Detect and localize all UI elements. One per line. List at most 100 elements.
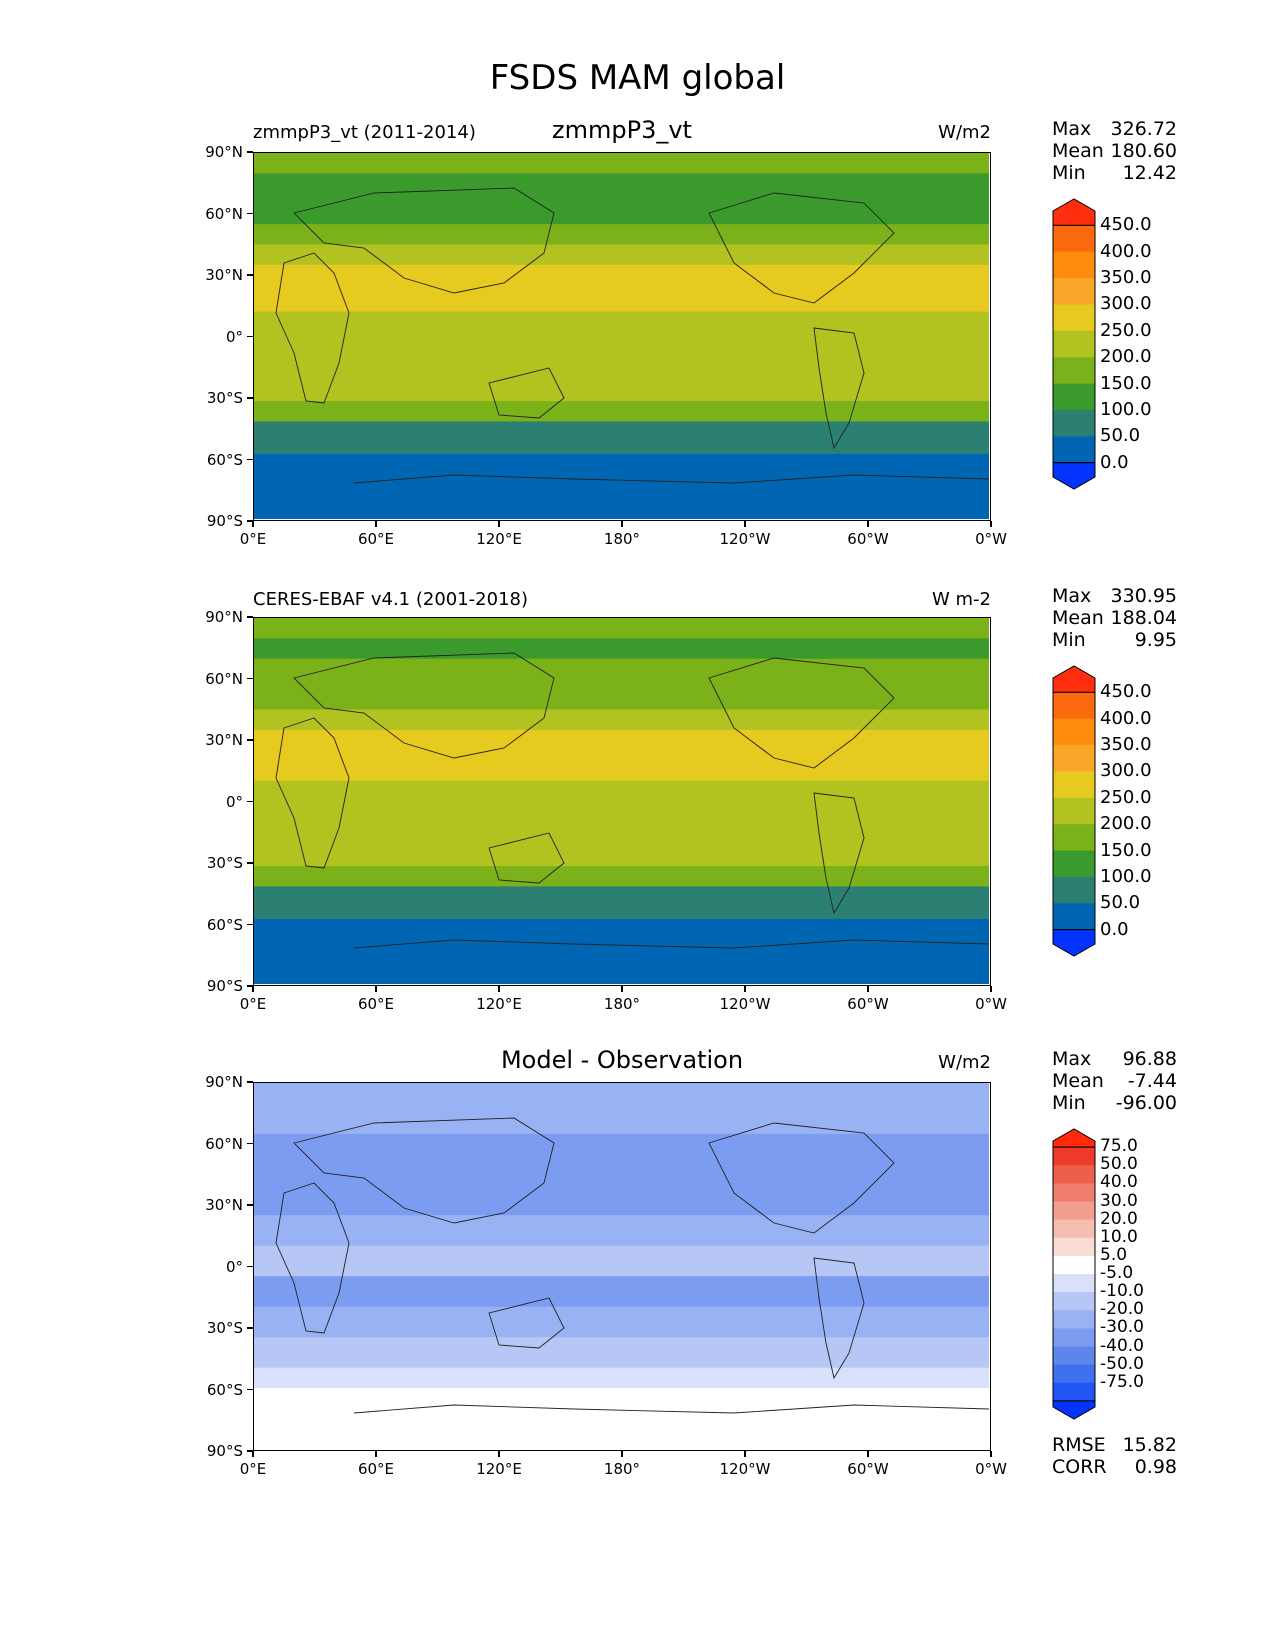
coastline <box>353 939 989 949</box>
colorbar-label: 300.0 <box>1100 760 1152 782</box>
y-tick-label: 60°S <box>206 1380 243 1399</box>
colorbar-segment <box>1053 1328 1095 1347</box>
y-tick <box>247 985 253 987</box>
colorbar <box>1052 1128 1096 1420</box>
stat-label: Min <box>1052 162 1086 184</box>
map-panel-difference <box>253 1082 991 1451</box>
panel-stats: Max 326.72 Mean 180.60 Min 12.42 <box>1052 118 1177 184</box>
colorbar-label: -5.0 <box>1100 1263 1134 1283</box>
coastline <box>275 717 350 869</box>
y-tick <box>247 212 253 214</box>
y-tick-label: 30°N <box>205 266 243 284</box>
map-field <box>254 618 989 984</box>
zonal-band <box>254 376 989 402</box>
zonal-band <box>254 1367 989 1389</box>
y-tick <box>247 458 253 460</box>
x-tick-label: 0°E <box>239 1460 267 1478</box>
panel-units: W/m2 <box>938 1052 991 1073</box>
colorbar-segment <box>1053 745 1095 772</box>
colorbar-segment <box>1053 1237 1095 1257</box>
y-tick <box>247 1142 253 1144</box>
x-tick-label: 180° <box>603 995 641 1013</box>
coastline <box>813 1257 865 1380</box>
x-tick-label: 120°W <box>719 530 771 548</box>
x-tick-label: 0°E <box>239 995 267 1013</box>
colorbar-label: 0.0 <box>1100 918 1129 940</box>
stat-label: RMSE <box>1052 1434 1106 1456</box>
zonal-band <box>254 421 989 455</box>
stat-row: Mean 180.60 <box>1052 140 1177 162</box>
colorbar-segment <box>1053 1255 1095 1275</box>
zonal-band <box>254 886 989 920</box>
zonal-band <box>254 618 989 639</box>
x-tick-label: 60°E <box>357 530 395 548</box>
zonal-band <box>254 709 989 731</box>
stat-row: Min -96.00 <box>1052 1092 1177 1114</box>
zonal-band <box>254 1276 989 1308</box>
zonal-band <box>254 244 989 266</box>
x-tick <box>252 986 254 992</box>
colorbar-label: 40.0 <box>1100 1172 1138 1193</box>
colorbar-label: 100.0 <box>1100 398 1152 420</box>
x-tick <box>867 986 869 992</box>
x-tick <box>621 1451 623 1457</box>
y-tick <box>247 862 253 864</box>
y-tick <box>247 800 253 802</box>
colorbar-segment <box>1053 357 1095 384</box>
y-tick-label: 90°N <box>205 608 243 626</box>
colorbar-label: 0.0 <box>1100 451 1129 473</box>
x-tick <box>375 521 377 527</box>
coastline <box>353 474 989 484</box>
y-tick-label: 30°N <box>205 731 243 749</box>
colorbar-label: 350.0 <box>1100 734 1152 756</box>
y-tick-label: 90°S <box>206 512 243 530</box>
zonal-band <box>254 1408 989 1449</box>
colorbar-segment <box>1052 1400 1096 1420</box>
stat-label: Max <box>1052 1048 1092 1070</box>
coastline <box>353 1404 989 1414</box>
y-tick-label: 60°S <box>206 450 243 469</box>
colorbar-segment <box>1052 929 1096 957</box>
colorbar-label: 450.0 <box>1100 214 1152 236</box>
y-tick <box>247 739 253 741</box>
y-tick-label: 0° <box>225 1257 243 1276</box>
map-panel-test <box>253 152 991 521</box>
colorbar-segment <box>1053 1364 1095 1384</box>
x-tick <box>867 521 869 527</box>
colorbar-label: 450.0 <box>1100 681 1152 703</box>
colorbar-label: 50.0 <box>1100 425 1141 447</box>
x-tick <box>621 986 623 992</box>
x-tick-label: 0°W <box>975 530 1007 548</box>
x-tick <box>375 1451 377 1457</box>
colorbar-label: 50.0 <box>1100 892 1141 914</box>
colorbar-segment <box>1053 225 1095 253</box>
panel-title-left: CERES-EBAF v4.1 (2001-2018) <box>253 589 529 610</box>
zonal-band <box>254 756 989 782</box>
coastline <box>293 1117 555 1224</box>
colorbar-segment <box>1052 462 1096 490</box>
y-tick-label: 90°S <box>206 977 243 995</box>
stat-value: -7.44 <box>1127 1070 1177 1092</box>
x-tick-label: 120°W <box>719 1460 771 1478</box>
colorbar-label: 150.0 <box>1100 839 1152 861</box>
y-tick-label: 60°N <box>205 1134 243 1153</box>
colorbar-segment <box>1053 1310 1095 1329</box>
colorbar-outline <box>1052 224 1096 464</box>
colorbar-label: 400.0 <box>1100 707 1152 729</box>
colorbar-segment <box>1053 1346 1095 1366</box>
coastline <box>275 1182 350 1334</box>
x-tick <box>990 1451 992 1457</box>
colorbar-label: 5.0 <box>1100 1244 1128 1265</box>
zonal-band <box>254 224 989 245</box>
colorbar-label: 250.0 <box>1100 319 1152 341</box>
stat-row: Max 96.88 <box>1052 1048 1177 1070</box>
panel-title-center: Model - Observation <box>500 1046 744 1074</box>
stat-label: Min <box>1052 629 1086 651</box>
zonal-band <box>254 311 989 347</box>
map-field <box>254 1083 989 1449</box>
zonal-band <box>254 346 989 378</box>
stat-value: 180.60 <box>1110 140 1177 162</box>
stat-row: Min 12.42 <box>1052 162 1177 184</box>
x-tick <box>498 521 500 527</box>
stat-value: 12.42 <box>1122 162 1177 184</box>
